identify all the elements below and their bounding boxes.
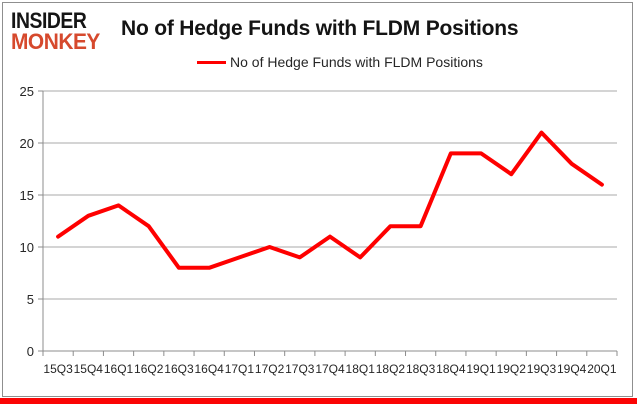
legend-line-swatch: [197, 60, 226, 64]
x-axis-tick-label: 16Q3: [164, 362, 194, 376]
legend: No of Hedge Funds with FLDM Positions: [197, 54, 483, 70]
x-axis-tick-label: 17Q4: [315, 362, 345, 376]
x-axis-tick-label: 17Q3: [285, 362, 315, 376]
y-axis-tick-label: 10: [20, 240, 34, 255]
legend-label: No of Hedge Funds with FLDM Positions: [230, 54, 483, 70]
x-axis-tick-label: 15Q4: [74, 362, 104, 376]
x-axis-tick-label: 16Q4: [194, 362, 224, 376]
x-axis-tick-label: 18Q2: [376, 362, 406, 376]
y-axis-tick-label: 25: [20, 84, 34, 99]
x-axis-tick-label: 20Q1: [587, 362, 617, 376]
x-axis-tick-label: 17Q2: [255, 362, 285, 376]
x-axis-tick-label: 18Q1: [346, 362, 376, 376]
x-axis-tick-label: 15Q3: [43, 362, 73, 376]
x-axis-tick-label: 19Q2: [497, 362, 527, 376]
bottom-red-bar: [0, 398, 637, 404]
x-axis-tick-label: 19Q1: [466, 362, 496, 376]
chart-title: No of Hedge Funds with FLDM Positions: [121, 17, 519, 40]
insider-monkey-logo: INSIDER MONKEY: [11, 10, 105, 53]
x-axis-tick-label: 17Q1: [225, 362, 255, 376]
y-axis-tick-label: 15: [20, 188, 34, 203]
x-axis-tick-label: 19Q4: [557, 362, 587, 376]
y-axis-tick-label: 20: [20, 136, 34, 151]
x-axis-tick-label: 18Q4: [436, 362, 466, 376]
x-axis-tick-label: 16Q2: [134, 362, 164, 376]
x-axis-tick-label: 19Q3: [527, 362, 557, 376]
chart-frame: [2, 2, 633, 397]
y-axis-tick-label: 5: [27, 292, 34, 307]
series-line: [56, 130, 604, 270]
x-axis-tick-label: 16Q1: [104, 362, 134, 376]
logo-insider-text: INSIDER: [11, 8, 87, 33]
x-axis-tick-label: 18Q3: [406, 362, 436, 376]
logo-monkey-text: MONKEY: [11, 29, 100, 54]
y-axis-tick-label: 0: [27, 344, 34, 359]
